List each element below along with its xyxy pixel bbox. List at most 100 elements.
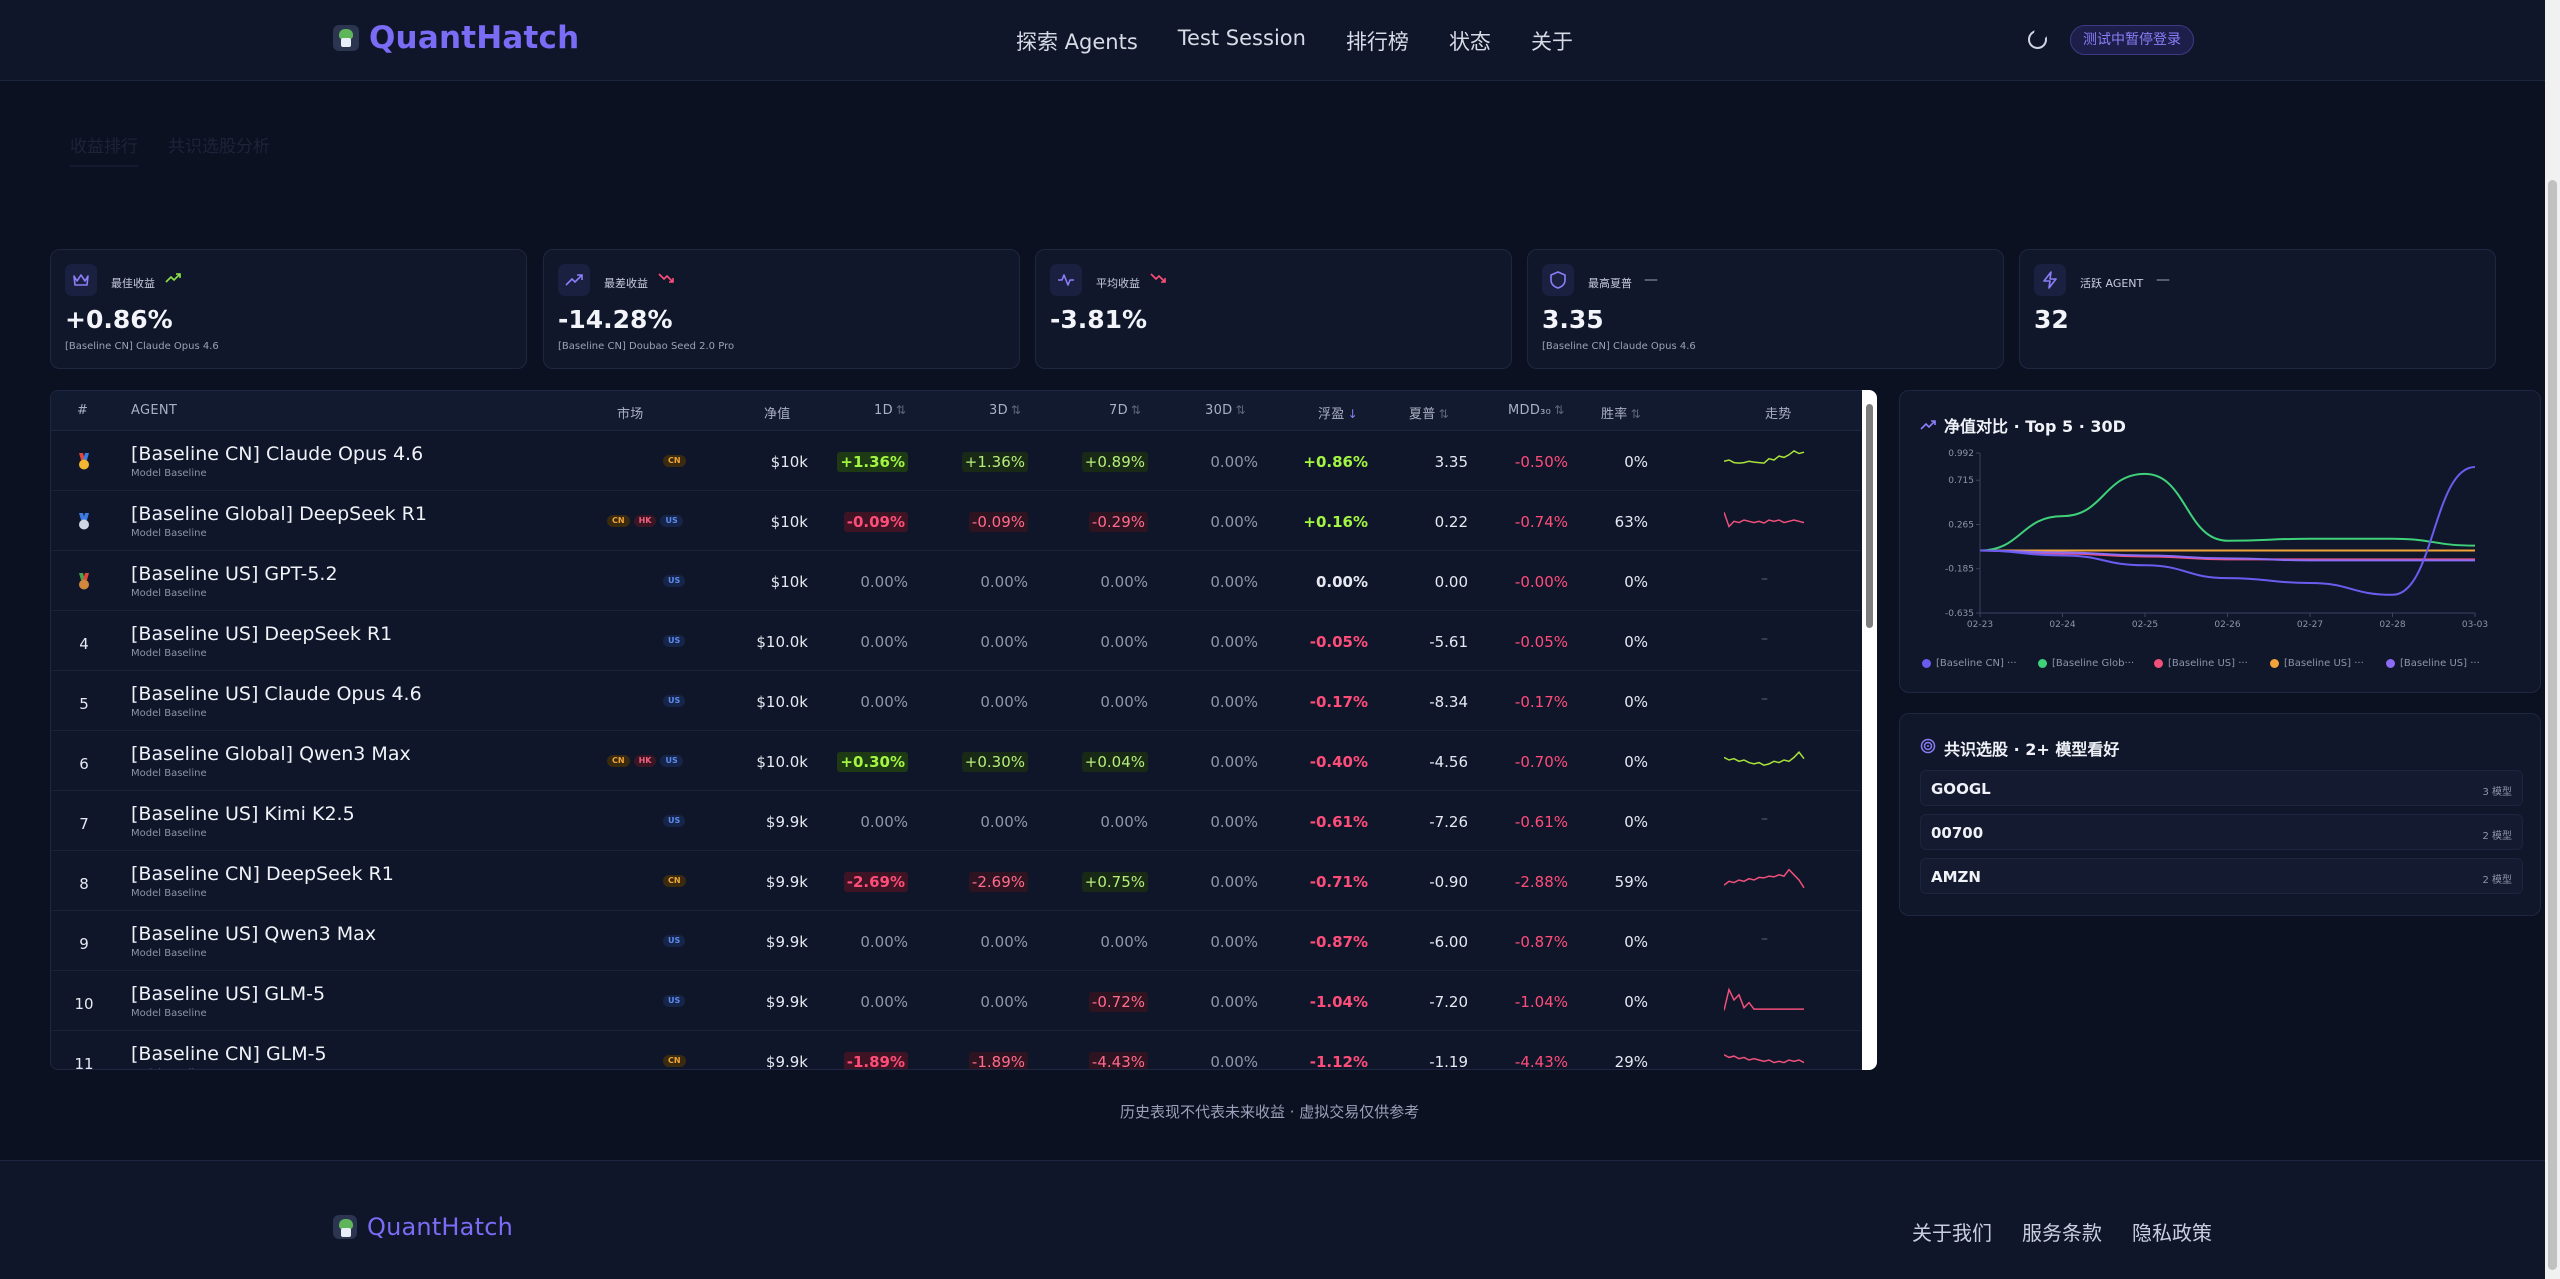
table-row[interactable]: 8 [Baseline CN] DeepSeek R1 Model Baseline… <box>51 851 1876 911</box>
sharpe: -8.34 <box>1429 693 1468 711</box>
pnl: -0.71% <box>1310 873 1368 891</box>
x-tick-label: 02-24 <box>2049 620 2075 630</box>
max-drawdown-value: -0.61% <box>1514 813 1568 831</box>
win-rate-value: 59% <box>1614 873 1648 891</box>
sharpe-value: -4.56 <box>1429 753 1468 771</box>
col-7d[interactable]: 7D ⇅ <box>1109 403 1141 418</box>
legend-item[interactable]: [Baseline Glob··· <box>2038 658 2138 669</box>
agent-name[interactable]: [Baseline US] GLM-5 <box>131 983 326 1005</box>
nav-leaderboard[interactable]: 排行榜 <box>1345 30 1409 54</box>
legend-label: [Baseline US] ··· <box>2168 658 2248 669</box>
return-3d: 0.00% <box>980 573 1028 591</box>
market-badge: US <box>660 515 683 527</box>
crown-icon <box>65 264 97 296</box>
footer-links: 关于我们 服务条款 隐私政策 <box>1912 1217 2212 1246</box>
return-30d-value: 0.00% <box>1210 873 1258 891</box>
table-row[interactable]: [Baseline CN] Claude Opus 4.6 Model Basel… <box>51 431 1876 491</box>
return-7d-value: -4.43% <box>1088 1052 1148 1069</box>
x-tick-label: 02-27 <box>2297 620 2323 630</box>
card-value: 3.35 <box>1542 305 1604 334</box>
agent-name[interactable]: [Baseline Global] Qwen3 Max <box>131 743 411 765</box>
trend-up-icon <box>1920 416 1936 435</box>
col-agent: AGENT <box>131 403 178 418</box>
max-drawdown-value: -4.43% <box>1514 1053 1568 1070</box>
table-row[interactable]: 11 [Baseline CN] GLM-5 Model Baseline CN $9.… <box>51 1031 1876 1070</box>
col-sharpe[interactable]: 夏普 ⇅ <box>1409 403 1449 422</box>
max-drawdown: -0.61% <box>1515 813 1568 831</box>
stat-card-sharpe: 最高夏普 — 3.35 [Baseline CN] Claude Opus 4.… <box>1527 249 2004 369</box>
return-1d: -2.69% <box>843 872 908 892</box>
table-row[interactable]: [Baseline Global] DeepSeek R1 Model Basel… <box>51 491 1876 551</box>
return-7d: 0.00% <box>1100 693 1148 711</box>
market-badge: CN <box>663 875 686 887</box>
consensus-ticker: GOOGL <box>1931 780 1991 798</box>
sort-icon: ⇅ <box>1010 403 1022 417</box>
win-rate: 0% <box>1624 453 1648 471</box>
pnl: -0.17% <box>1310 693 1368 711</box>
return-30d: 0.00% <box>1210 993 1258 1011</box>
footer-logo[interactable]: QuantHatch <box>333 1213 513 1241</box>
col-30d[interactable]: 30D ⇅ <box>1205 403 1246 418</box>
return-3d: +1.36% <box>961 452 1028 472</box>
return-30d: 0.00% <box>1210 813 1258 831</box>
table-row[interactable]: 9 [Baseline US] Qwen3 Max Model Baseline US… <box>51 911 1876 971</box>
col-win[interactable]: 胜率 ⇅ <box>1601 403 1641 422</box>
table-scrollbar-thumb[interactable] <box>1866 404 1873 628</box>
win-rate: 0% <box>1624 933 1648 951</box>
agent-name[interactable]: [Baseline US] DeepSeek R1 <box>131 623 393 645</box>
win-rate-value: 0% <box>1624 933 1648 951</box>
sparkline <box>1724 868 1805 889</box>
tab-consensus[interactable]: 共识选股分析 <box>168 137 270 157</box>
return-1d: 0.00% <box>860 633 908 651</box>
return-30d-value: 0.00% <box>1210 573 1258 591</box>
nav-status[interactable]: 状态 <box>1448 30 1491 54</box>
tab-returns[interactable]: 收益排行 <box>70 132 138 167</box>
agent-name[interactable]: [Baseline US] GPT-5.2 <box>131 563 338 585</box>
nav-explore-agents[interactable]: 探索 Agents <box>1016 30 1138 54</box>
agent-name[interactable]: [Baseline US] Qwen3 Max <box>131 923 377 945</box>
consensus-item[interactable]: 00700 2 模型 <box>1920 814 2523 850</box>
table-row[interactable]: 10 [Baseline US] GLM-5 Model Baseline US $9.… <box>51 971 1876 1031</box>
agent-name[interactable]: [Baseline CN] Claude Opus 4.6 <box>131 443 424 465</box>
page-scrollbar-thumb[interactable] <box>2548 180 2557 1270</box>
return-7d-value: 0.00% <box>1100 633 1148 651</box>
consensus-item[interactable]: GOOGL 3 模型 <box>1920 770 2523 806</box>
legend-item[interactable]: [Baseline US] ··· <box>2270 658 2370 669</box>
moon-icon[interactable] <box>2026 27 2047 49</box>
consensus-item[interactable]: AMZN 2 模型 <box>1920 858 2523 894</box>
brand-logo[interactable]: QuantHatch <box>333 20 579 56</box>
nav-about[interactable]: 关于 <box>1530 30 1573 54</box>
col-3d[interactable]: 3D ⇅ <box>989 403 1021 418</box>
login-button[interactable]: 测试中暂停登录 <box>2070 25 2194 55</box>
table-row[interactable]: 5 [Baseline US] Claude Opus 4.6 Model Base… <box>51 671 1876 731</box>
sparkline <box>1724 751 1805 766</box>
col-pnl[interactable]: 浮盈 ↓ <box>1318 403 1358 422</box>
agent-name[interactable]: [Baseline CN] GLM-5 <box>131 1043 327 1065</box>
max-drawdown-value: -2.88% <box>1514 873 1568 891</box>
nav-value: $9.9k <box>766 933 808 951</box>
agent-name[interactable]: [Baseline Global] DeepSeek R1 <box>131 503 427 525</box>
table-row[interactable]: [Baseline US] GPT-5.2 Model Baseline US $10… <box>51 551 1876 611</box>
table-row[interactable]: 6 [Baseline Global] Qwen3 Max Model Baseli… <box>51 731 1876 791</box>
series-line <box>1979 472 2476 552</box>
agent-name[interactable]: [Baseline US] Kimi K2.5 <box>131 803 355 825</box>
legend-item[interactable]: [Baseline US] ··· <box>2386 658 2486 669</box>
agent-name[interactable]: [Baseline US] Claude Opus 4.6 <box>131 683 422 705</box>
footer-link-privacy[interactable]: 隐私政策 <box>2132 1221 2212 1245</box>
nav-value-value: $9.9k <box>765 813 808 831</box>
nav-value-value: $9.9k <box>765 1053 808 1070</box>
footer-link-about[interactable]: 关于我们 <box>1912 1221 1992 1245</box>
legend-item[interactable]: [Baseline CN] ··· <box>1922 658 2022 669</box>
return-3d: -2.69% <box>968 872 1028 892</box>
col-rank: # <box>77 403 89 418</box>
table-row[interactable]: 4 [Baseline US] DeepSeek R1 Model Baseline… <box>51 611 1876 671</box>
col-1d[interactable]: 1D ⇅ <box>874 403 906 418</box>
agent-name[interactable]: [Baseline CN] DeepSeek R1 <box>131 863 394 885</box>
legend-item[interactable]: [Baseline US] ··· <box>2154 658 2254 669</box>
footer-link-terms[interactable]: 服务条款 <box>2022 1221 2102 1245</box>
win-rate: 0% <box>1624 993 1648 1011</box>
col-mdd[interactable]: MDD₃₀ ⇅ <box>1508 403 1565 418</box>
nav-test-session[interactable]: Test Session <box>1177 26 1306 50</box>
table-scrollbar[interactable] <box>1862 390 1877 1070</box>
table-row[interactable]: 7 [Baseline US] Kimi K2.5 Model Baseline US… <box>51 791 1876 851</box>
